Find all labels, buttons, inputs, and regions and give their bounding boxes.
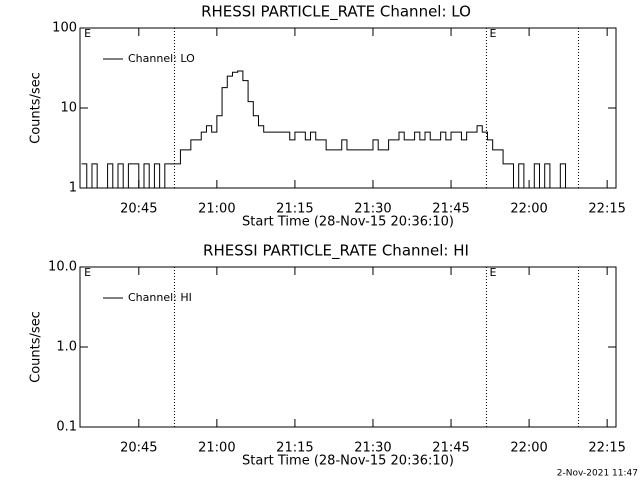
x-tick-label: 21:15 <box>276 441 313 456</box>
x-tick-label: 22:15 <box>588 441 625 456</box>
y-tick-label: 100 <box>52 21 77 36</box>
x-axis-label: Start Time (28-Nov-15 20:36:10) <box>242 454 454 469</box>
x-tick-label: 22:00 <box>510 202 547 217</box>
y-tick-label: 1.0 <box>56 340 77 355</box>
x-tick-label: 21:30 <box>354 202 391 217</box>
annotation: E <box>84 266 91 279</box>
y-tick-label: 10 <box>60 101 77 116</box>
x-tick-label: 22:15 <box>588 202 625 217</box>
legend-label: Channel: LO <box>128 52 195 65</box>
y-tick-label: 10.0 <box>48 260 77 275</box>
legend-label: Channel: HI <box>128 291 192 304</box>
x-tick-label: 21:45 <box>432 441 469 456</box>
y-axis-label: Counts/sec <box>29 311 44 383</box>
data-line <box>81 70 576 189</box>
y-tick-label: 0.1 <box>56 420 77 435</box>
x-tick-label: 20:45 <box>120 441 157 456</box>
x-tick-label: 21:30 <box>354 441 391 456</box>
x-tick-label: 21:15 <box>276 202 313 217</box>
annotation: E <box>84 27 91 40</box>
x-tick-label: 21:00 <box>198 202 235 217</box>
x-axis-label: Start Time (28-Nov-15 20:36:10) <box>242 215 454 230</box>
annotation: E <box>490 266 497 279</box>
x-tick-label: 21:00 <box>198 441 235 456</box>
chart-title: RHESSI PARTICLE_RATE Channel: LO <box>201 3 471 22</box>
x-tick-label: 22:00 <box>510 441 547 456</box>
y-tick-label: 1 <box>69 181 77 196</box>
y-axis-label: Counts/sec <box>29 72 44 144</box>
x-tick-label: 21:45 <box>432 202 469 217</box>
x-tick-label: 20:45 <box>120 202 157 217</box>
footer: 2-Nov-2021 11:47 <box>557 469 638 479</box>
chart-title: RHESSI PARTICLE_RATE Channel: HI <box>203 242 469 261</box>
annotation: E <box>490 27 497 40</box>
